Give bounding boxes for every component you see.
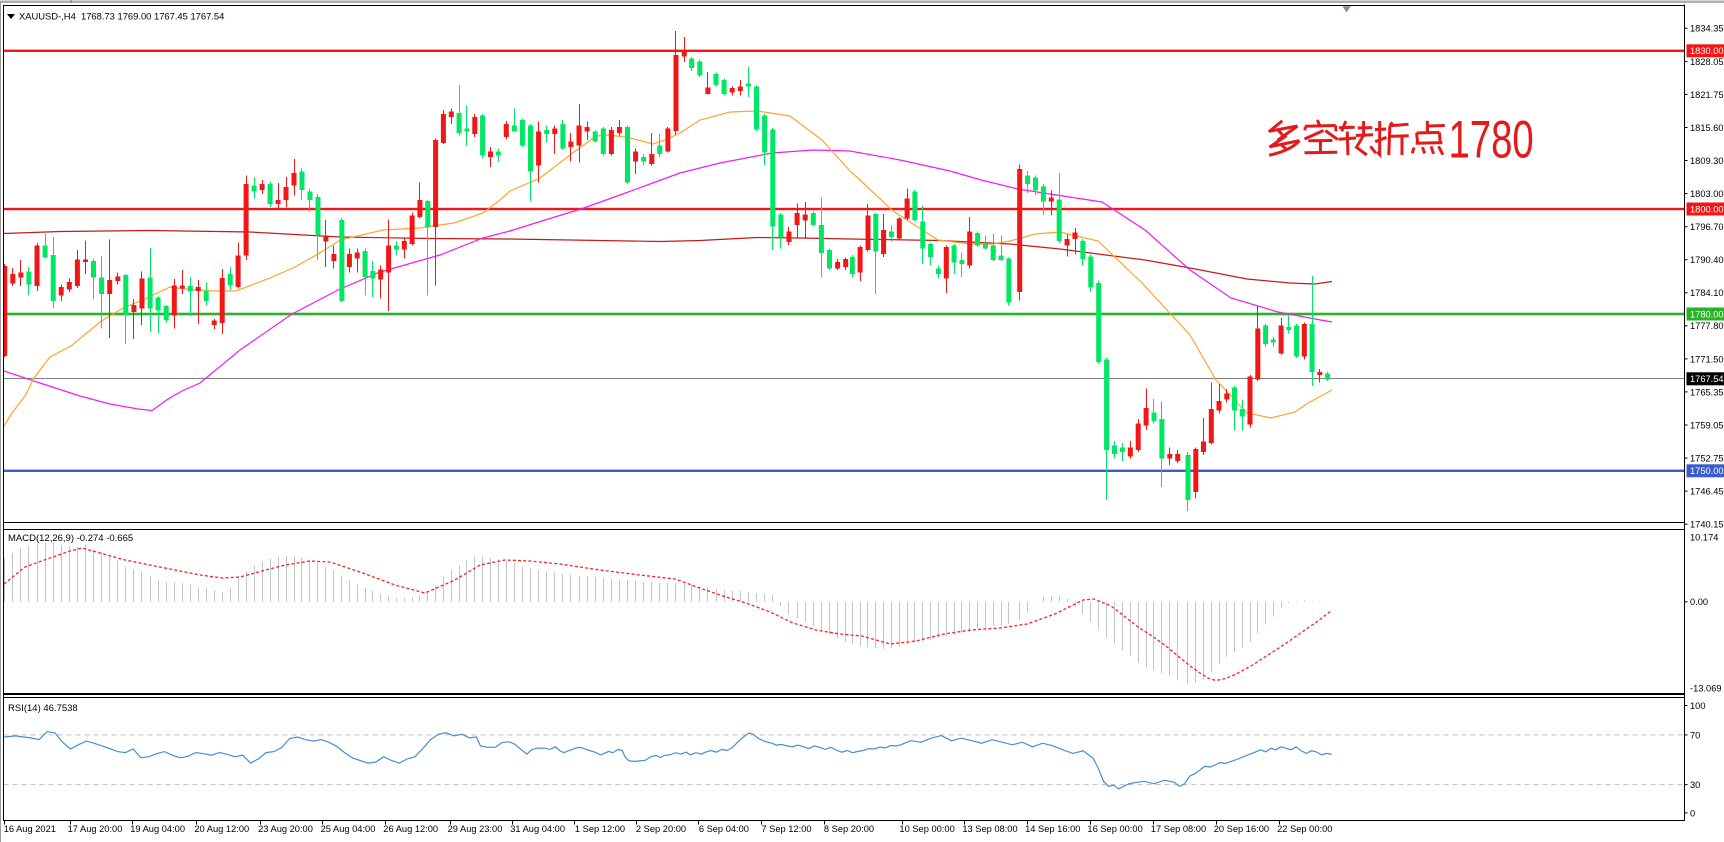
svg-text:1759.05: 1759.05 (1690, 420, 1724, 430)
svg-text:1828.05: 1828.05 (1690, 57, 1724, 67)
svg-text:10 Sep 00:00: 10 Sep 00:00 (899, 824, 954, 834)
svg-text:20 Sep 16:00: 20 Sep 16:00 (1214, 824, 1269, 834)
svg-text:17 Sep 08:00: 17 Sep 08:00 (1151, 824, 1206, 834)
svg-text:19 Aug 04:00: 19 Aug 04:00 (130, 824, 185, 834)
svg-text:1780.00: 1780.00 (1690, 309, 1724, 319)
svg-text:30: 30 (1690, 780, 1700, 790)
svg-text:1809.30: 1809.30 (1690, 156, 1724, 166)
svg-text:1765.35: 1765.35 (1690, 387, 1724, 397)
svg-text:1815.60: 1815.60 (1690, 123, 1724, 133)
svg-text:1830.00: 1830.00 (1690, 46, 1724, 56)
svg-text:6 Sep 04:00: 6 Sep 04:00 (699, 824, 749, 834)
svg-text:31 Aug 04:00: 31 Aug 04:00 (510, 824, 565, 834)
svg-text:1746.45: 1746.45 (1690, 487, 1724, 497)
svg-text:1750.00: 1750.00 (1690, 466, 1724, 476)
svg-text:-13.069: -13.069 (1690, 684, 1722, 694)
svg-text:1777.80: 1777.80 (1690, 321, 1724, 331)
svg-text:1790.40: 1790.40 (1690, 255, 1724, 265)
svg-text:1784.10: 1784.10 (1690, 288, 1724, 298)
svg-text:XAUUSD-,H4 1768.73 1769.00 17: XAUUSD-,H4 1768.73 1769.00 1767.45 1767.… (19, 11, 224, 22)
svg-text:16 Aug 2021: 16 Aug 2021 (4, 824, 56, 834)
svg-text:1780: 1780 (1449, 109, 1534, 168)
svg-text:17 Aug 20:00: 17 Aug 20:00 (68, 824, 123, 834)
svg-text:1771.50: 1771.50 (1690, 354, 1724, 364)
svg-text:26 Aug 12:00: 26 Aug 12:00 (383, 824, 438, 834)
svg-text:70: 70 (1690, 730, 1700, 740)
svg-text:0.00: 0.00 (1690, 597, 1708, 607)
svg-text:8 Sep 20:00: 8 Sep 20:00 (824, 824, 874, 834)
svg-text:1740.15: 1740.15 (1690, 520, 1724, 530)
svg-text:1796.70: 1796.70 (1690, 222, 1724, 232)
svg-text:RSI(14) 46.7538: RSI(14) 46.7538 (8, 703, 78, 714)
svg-text:14 Sep 16:00: 14 Sep 16:00 (1025, 824, 1080, 834)
svg-text:2 Sep 20:00: 2 Sep 20:00 (636, 824, 686, 834)
svg-text:25 Aug 04:00: 25 Aug 04:00 (321, 824, 376, 834)
svg-text:1767.54: 1767.54 (1690, 374, 1724, 384)
svg-text:16 Sep 00:00: 16 Sep 00:00 (1087, 824, 1142, 834)
svg-text:MACD(12,26,9) -0.274 -0.665: MACD(12,26,9) -0.274 -0.665 (8, 533, 133, 544)
svg-text:29 Aug 23:00: 29 Aug 23:00 (448, 824, 503, 834)
svg-text:1803.00: 1803.00 (1690, 189, 1724, 199)
svg-text:13 Sep 08:00: 13 Sep 08:00 (962, 824, 1017, 834)
svg-text:1800.00: 1800.00 (1690, 204, 1724, 214)
svg-text:20 Aug 12:00: 20 Aug 12:00 (194, 824, 249, 834)
svg-text:100: 100 (1690, 701, 1706, 711)
svg-text:1 Sep 12:00: 1 Sep 12:00 (575, 824, 625, 834)
svg-text:0: 0 (1690, 808, 1695, 818)
svg-text:23 Aug 20:00: 23 Aug 20:00 (258, 824, 313, 834)
svg-text:7 Sep 12:00: 7 Sep 12:00 (761, 824, 811, 834)
svg-text:1834.35: 1834.35 (1690, 24, 1724, 34)
svg-text:10.174: 10.174 (1690, 532, 1718, 542)
svg-text:1752.75: 1752.75 (1690, 454, 1724, 464)
svg-text:22 Sep 00:00: 22 Sep 00:00 (1277, 824, 1332, 834)
svg-text:1821.75: 1821.75 (1690, 90, 1724, 100)
